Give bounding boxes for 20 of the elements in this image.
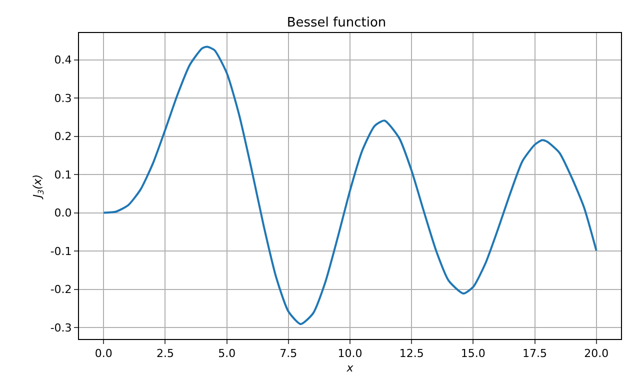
line-series [102, 46, 598, 326]
x-tick-label: 5.0 [218, 347, 236, 360]
x-tick-label: 10.0 [338, 347, 362, 360]
y-tick-label: -0.3 [50, 321, 72, 334]
x-tick-label: 20.0 [584, 347, 609, 360]
y-tick-label: 0.3 [54, 92, 72, 105]
x-tick-label: 15.0 [460, 347, 486, 360]
y-tick-label: 0.0 [54, 206, 72, 220]
x-tick-label: 17.5 [522, 347, 548, 360]
chart-title: Bessel function [286, 16, 386, 31]
x-axis-title: x [346, 361, 354, 374]
y-tick-label: -0.1 [50, 244, 72, 258]
x-tick-label: 7.5 [280, 347, 298, 360]
y-tick-label: 0.2 [54, 130, 72, 144]
y-tick-label: 0.4 [54, 54, 72, 67]
x-tick-label: 12.5 [399, 347, 424, 360]
y-tick-label: -0.2 [50, 283, 72, 296]
y-tick-label: 0.1 [54, 168, 72, 182]
x-tick-label: 2.5 [156, 347, 174, 360]
x-tick-label: 0.0 [94, 347, 112, 360]
